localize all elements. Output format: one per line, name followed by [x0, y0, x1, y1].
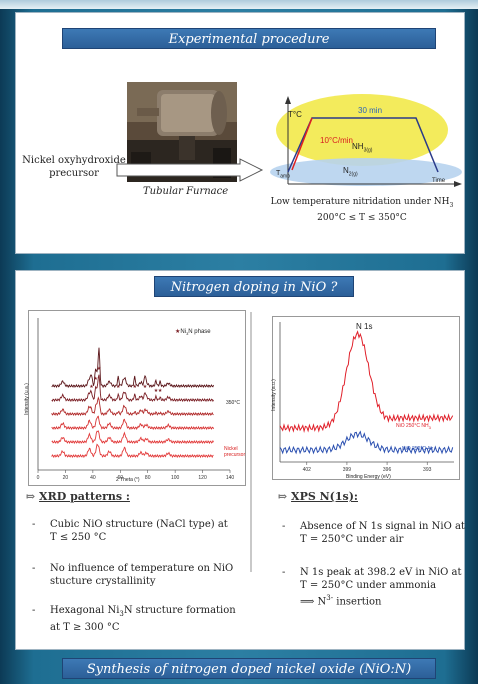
profile-temperature-label: T°C: [288, 110, 302, 119]
xrd-legend-label: ★Ni3N phase: [175, 329, 211, 337]
xps-series-air-line: [279, 430, 454, 455]
ni3n-star-marker: ★: [154, 388, 159, 394]
xps-ylabel: Intensity (a.u.): [270, 379, 277, 411]
ni3n-star-marker: ★: [143, 384, 148, 390]
xps-bullet-1: - Absence of N 1s signal in NiO at T = 25…: [282, 521, 465, 545]
process-arrow: [116, 158, 264, 182]
section-banner-nitrogen: Nitrogen doping in NiO ?: [154, 276, 354, 297]
xrd-xlabel: 2 Theta (°): [116, 477, 140, 483]
bullet-dash-icon: -: [32, 519, 36, 530]
profile-nh3-label: NH3(g): [352, 142, 373, 154]
xrd-series-line: [51, 396, 214, 417]
xrd-x-tick-label: 140: [226, 475, 235, 481]
xps-x-tick-label: 396: [383, 467, 392, 473]
ni3n-star-marker: ★: [93, 376, 98, 382]
xrd-bullet-1: - Cubic NiO structure (NaCl type) at T ≤ …: [32, 519, 228, 543]
xps-x-tick-label: 402: [303, 467, 312, 473]
xrd-bullet-3: - Hexagonal Ni3N structure formation at T…: [32, 605, 236, 633]
xrd-label-350: 350°C: [226, 400, 240, 406]
precursor-label-line2: precursor: [49, 168, 99, 179]
xrd-ylabel: Intensity (u.a.): [23, 383, 30, 415]
xrd-series-line: [51, 430, 214, 445]
bullet-dash-icon: -: [32, 563, 36, 574]
xps-series-nh3-label: NiO 250°C NH3: [396, 423, 431, 430]
xps-xlabel: Binding Energy (eV): [346, 474, 391, 480]
ni3n-star-marker: ★: [132, 384, 137, 390]
xrd-x-tick-label: 120: [198, 475, 207, 481]
xrd-label-precursor-2: precursor: [224, 452, 246, 458]
xrd-bullet-2: - No influence of temperature on NiO stuc…: [32, 563, 234, 587]
profile-hold-label: 30 min: [358, 106, 383, 115]
nitridation-caption-line1: Low temperature nitridation under NH3: [270, 197, 454, 209]
xps-series-air-label: NiO 250°C Air: [402, 446, 434, 452]
xrd-x-tick-label: 20: [63, 475, 69, 481]
xrd-x-tick-label: 60: [118, 475, 124, 481]
temperature-profile-diagram: [270, 94, 462, 187]
implies-arrow-icon: ⤇: [278, 490, 292, 503]
ni3n-star-marker: ★: [97, 366, 102, 372]
ni3n-star-marker: ★: [116, 384, 121, 390]
xrd-series-line: [51, 347, 214, 389]
xps-x-tick-label: 393: [423, 467, 432, 473]
profile-n2-label: N2(g): [343, 166, 358, 178]
profile-time-label: Time: [432, 178, 446, 184]
nitridation-caption-line2: 200°C ≤ T ≤ 350°C: [317, 212, 407, 223]
xps-heading: ⤇ XPS N(1s):: [278, 490, 358, 503]
xps-bullet-2: - N 1s peak at 398.2 eV in NiO at T = 250…: [282, 567, 462, 608]
xrd-x-tick-label: 80: [145, 475, 151, 481]
ni3n-star-marker: ★: [89, 384, 94, 390]
section-banner-synthesis: Synthesis of nitrogen doped nickel oxide…: [62, 658, 436, 679]
profile-tamb-label: Tamb: [276, 170, 291, 180]
furnace-caption: Tubular Furnace: [143, 186, 229, 197]
xrd-chart: 0 20 40 60 80 100 120 140★★★ ★ ★ ★★ ★: [37, 318, 235, 481]
bullet-dash-icon: -: [32, 605, 36, 616]
ni3n-marker-icon: ★: [175, 329, 181, 335]
precursor-label-line1: Nickel oxyhydroxide: [22, 155, 126, 166]
xrd-x-tick-label: 40: [90, 475, 96, 481]
bullet-dash-icon: -: [282, 567, 286, 578]
xrd-series-line: [51, 443, 214, 459]
xrd-x-tick-label: 0: [37, 475, 40, 481]
bullet-dash-icon: -: [282, 521, 286, 532]
profile-ramp-label: 10°C/min: [320, 136, 353, 145]
xrd-heading: ⤇ XRD patterns :: [26, 490, 130, 503]
top-bar: [0, 0, 478, 9]
xrd-series-line: [51, 374, 214, 403]
section-banner-experimental: Experimental procedure: [62, 28, 436, 49]
xrd-series-line: [51, 415, 214, 431]
xps-peak-label: N 1s: [356, 322, 373, 331]
ni3n-star-marker: ★: [158, 388, 163, 394]
xps-x-tick-label: 399: [343, 467, 352, 473]
implies-arrow-icon: ⤇: [26, 490, 40, 503]
xrd-x-tick-label: 100: [171, 475, 180, 481]
column-divider: [250, 312, 252, 572]
xps-chart: 402 399 396 393: [279, 322, 454, 473]
xps-series-nh3-line: [279, 330, 454, 433]
xrd-label-precursor-1: Nickel: [224, 446, 238, 452]
